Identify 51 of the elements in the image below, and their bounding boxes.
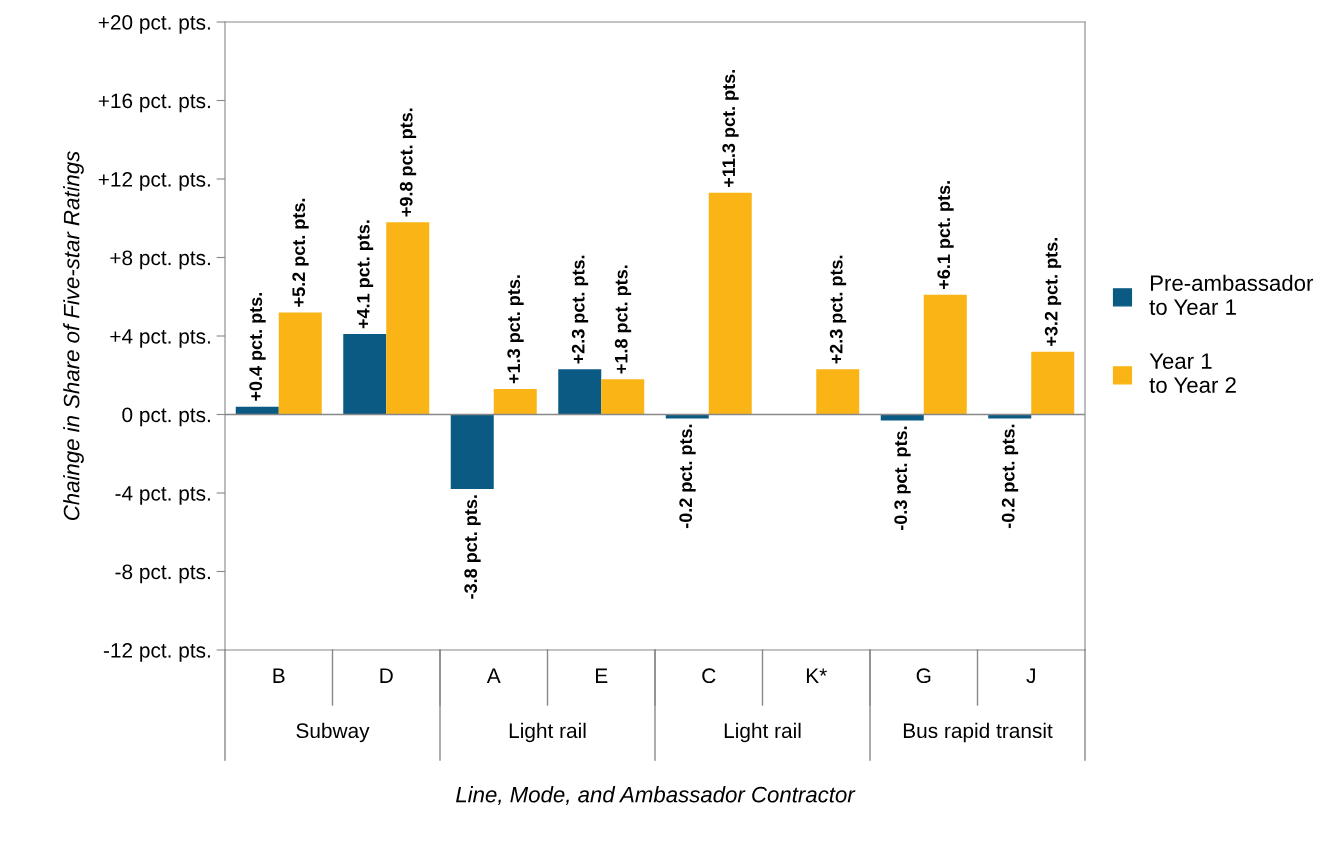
x-tick-label: K* <box>806 668 827 683</box>
data-label: +1.8 pct. pts. <box>614 265 632 374</box>
x-tick-label: E <box>596 668 608 683</box>
y-tick-label: +16 pct. pts. <box>98 93 210 113</box>
bar <box>386 222 430 415</box>
bar <box>343 334 387 415</box>
y-tick-label: -8 pct. pts. <box>115 564 210 584</box>
data-label: +0.4 pct. pts. <box>249 292 266 401</box>
data-label: +1.3 pct. pts. <box>507 275 524 384</box>
bar <box>493 388 537 415</box>
y-tick-label: +12 pct. pts. <box>98 172 210 191</box>
legend-label: Pre-ambassador to Year 1 <box>1149 274 1314 315</box>
bar <box>278 312 322 415</box>
data-label: +6.1 pct. pts. <box>937 181 954 289</box>
data-label: +4.1 pct. pts. <box>357 220 374 329</box>
text: Subway <box>296 722 370 743</box>
data-label: -3.8 pct. pts. <box>464 495 481 599</box>
text: Bus rapid transit <box>903 722 1053 743</box>
legend-label: Year 1 to Year 2 <box>1149 353 1236 393</box>
x-tick-label: B <box>273 668 285 683</box>
data-label: +2.3 pct. pts. <box>829 255 847 364</box>
bar <box>450 414 494 490</box>
bar <box>708 192 752 415</box>
data-label: +5.2 pct. pts. <box>292 198 309 307</box>
data-label: -0.2 pct. pts. <box>1001 424 1019 529</box>
text: Light rail <box>724 722 801 743</box>
y-axis-title: Chainge in Share of Five-star Ratings <box>63 151 84 521</box>
data-label: -0.2 pct. pts. <box>679 424 696 529</box>
bar <box>558 369 602 415</box>
x-axis-title: Line, Mode, and Ambassador Contractor <box>456 786 856 806</box>
x-tick-label: A <box>486 668 501 683</box>
y-tick-label: +4 pct. pts. <box>110 329 210 348</box>
data-label: +9.8 pct. pts. <box>399 108 417 217</box>
bar <box>601 379 645 415</box>
data-label: +3.2 pct. pts. <box>1044 238 1062 346</box>
y-tick-label: +20 pct. pts. <box>98 15 210 34</box>
x-tick-label: C <box>702 668 716 684</box>
x-tick-label: G <box>916 668 931 684</box>
x-tick-label: D <box>380 668 393 683</box>
y-tick-label: -12 pct. pts. <box>103 643 210 662</box>
bar <box>1031 351 1075 415</box>
y-tick-label: +8 pct. pts. <box>110 250 210 270</box>
data-label: +11.3 pct. pts. <box>722 70 739 187</box>
bar <box>816 369 860 415</box>
x-tick-label: J <box>1026 668 1035 684</box>
data-label: +2.3 pct. pts. <box>571 255 589 364</box>
y-tick-label: -4 pct. pts. <box>115 486 210 505</box>
y-tick-label: 0 pct. pts. <box>122 407 210 427</box>
data-label: -0.3 pct. pts. <box>894 426 911 531</box>
text: Light rail <box>509 722 586 743</box>
bar <box>923 294 967 415</box>
